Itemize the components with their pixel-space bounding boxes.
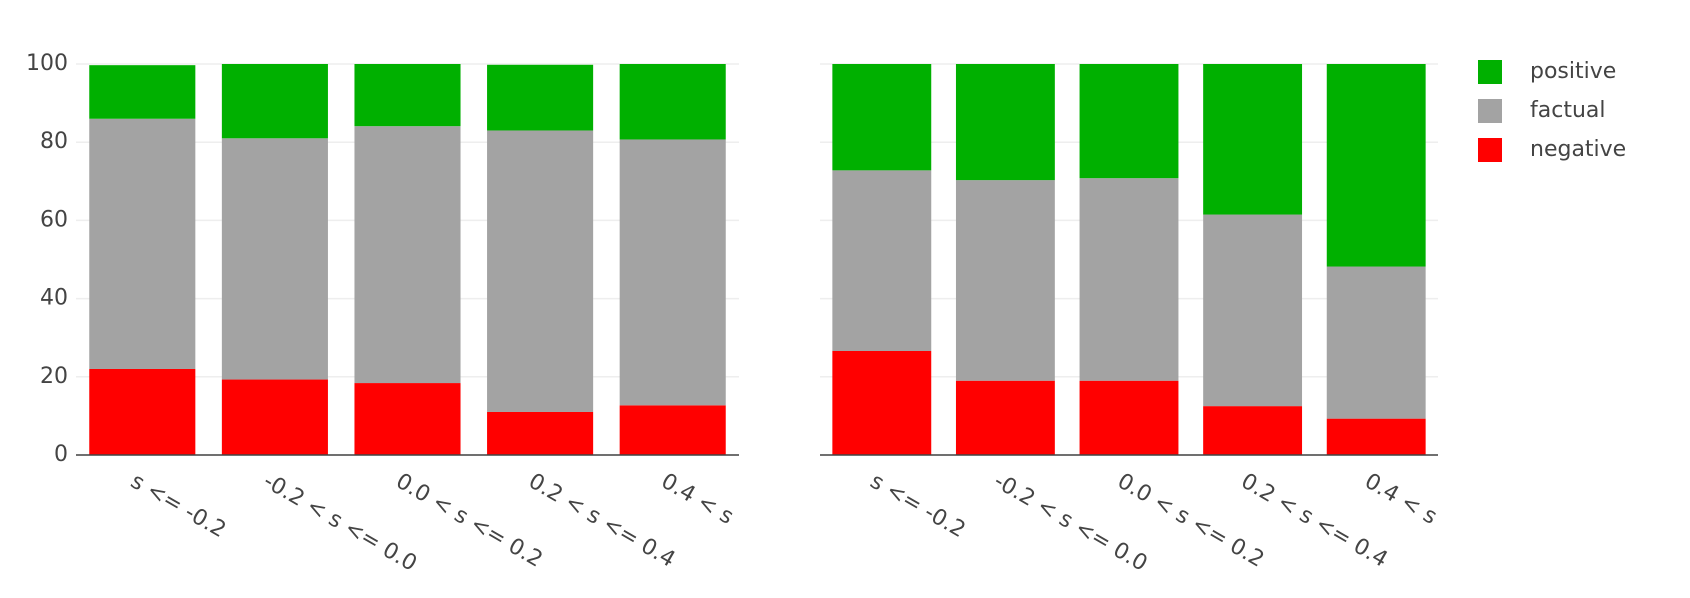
x-tick-label: 0.4 < s (1360, 469, 1441, 530)
bar-segment (1326, 64, 1426, 267)
x-tick-label: 0.2 < s <= 0.4 (524, 469, 679, 573)
bar-segment (619, 139, 726, 406)
y-tick-label: 80 (40, 129, 68, 154)
legend-label: positive (1530, 59, 1616, 84)
bar-segment (354, 383, 461, 455)
bar-segment (1079, 380, 1179, 455)
bar-segment (89, 118, 196, 369)
bar-segment (955, 380, 1055, 455)
bar-segment (1203, 406, 1303, 455)
bar-segment (1326, 418, 1426, 455)
bar-segment (619, 405, 726, 455)
bar-segment (1326, 266, 1426, 419)
bar-segment (1079, 178, 1179, 381)
legend-label: negative (1530, 137, 1626, 162)
bar-segment (221, 379, 328, 455)
bar-segment (832, 64, 932, 171)
legend-swatch (1478, 138, 1502, 162)
y-tick-label: 60 (40, 207, 68, 232)
bar-segment (487, 130, 594, 412)
bar-segment (89, 368, 196, 455)
legend-swatch (1478, 60, 1502, 84)
y-tick-label: 0 (54, 442, 68, 467)
bar-segment (955, 180, 1055, 381)
bar-segment (832, 350, 932, 455)
x-tick-label: s <= -0.2 (866, 469, 970, 543)
bar-segment (1203, 64, 1303, 215)
bar-segment (955, 64, 1055, 181)
x-tick-label: s <= -0.2 (126, 469, 230, 543)
bar-segment (221, 138, 328, 380)
bar-segment (89, 65, 196, 119)
legend-swatch (1478, 99, 1502, 123)
legend-label: factual (1530, 98, 1606, 123)
x-tick-label: 0.4 < s (657, 469, 738, 530)
y-tick-label: 40 (40, 286, 68, 311)
bar-segment (1203, 214, 1303, 407)
y-tick-label: 20 (40, 364, 68, 389)
bar-segment (619, 64, 726, 140)
bar-segment (487, 64, 594, 131)
bar-segment (354, 64, 461, 127)
bar-segment (354, 126, 461, 384)
bar-segment (832, 170, 932, 351)
bar-segment (1079, 64, 1179, 179)
bar-segment (487, 411, 594, 455)
bar-segment (221, 64, 328, 139)
y-tick-label: 100 (26, 51, 68, 76)
